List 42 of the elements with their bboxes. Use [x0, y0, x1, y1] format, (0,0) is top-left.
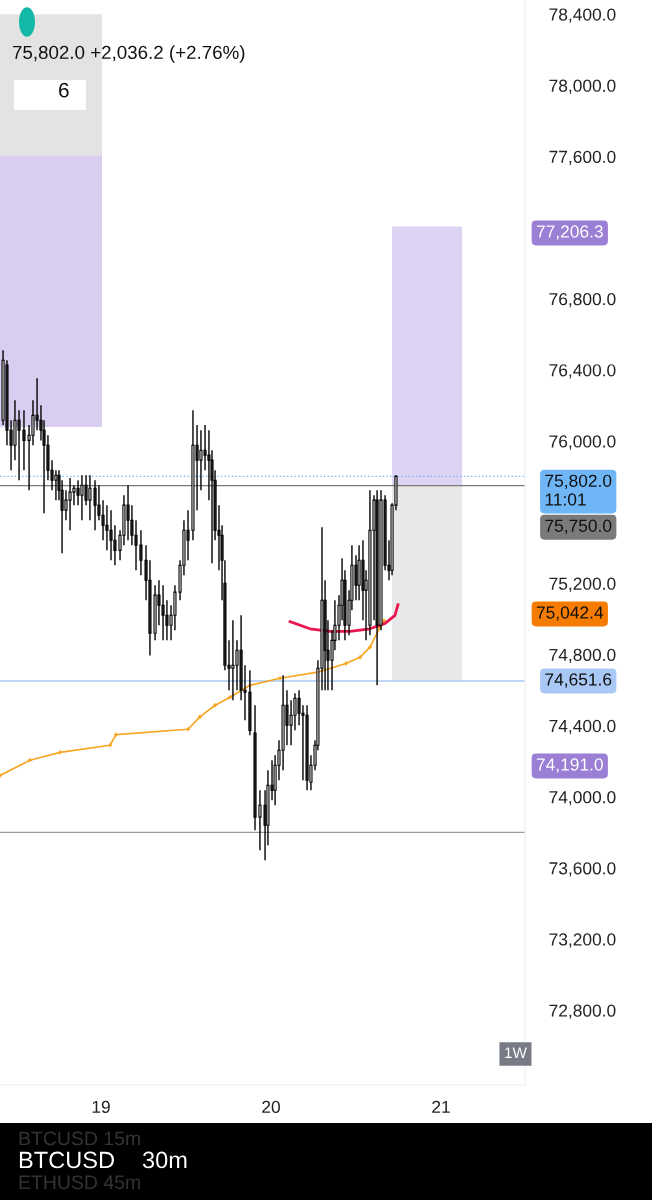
point	[367, 644, 373, 650]
candlestick	[80, 474, 84, 521]
point	[343, 660, 349, 667]
annotation: 6	[59, 82, 69, 98]
point	[197, 714, 203, 720]
candlestick	[109, 509, 113, 561]
candlestick	[76, 479, 80, 506]
bar	[392, 485, 463, 681]
text: 75,042.4	[536, 606, 604, 621]
ref-line-label: 75,802.0 11:01	[545, 474, 612, 506]
bar	[392, 226, 463, 486]
candlestick	[54, 469, 58, 501]
y-tick-label: 78,400.0	[549, 8, 616, 23]
y-tick-label: 74,000.0	[549, 791, 616, 806]
text: 30m	[142, 1151, 187, 1169]
y-tick-label: 74,800.0	[549, 648, 616, 664]
y-tick-label: 73,600.0	[549, 862, 616, 877]
text: 74,191.0	[536, 758, 603, 773]
y-tick-label: 74,400.0	[549, 719, 616, 735]
text: 75,802.0 +2,036.2 (+2.76%)	[12, 45, 245, 63]
candlestick	[231, 619, 235, 701]
text: 77,206.3	[536, 225, 603, 240]
bar	[0, 155, 103, 427]
candlestick	[161, 584, 165, 642]
y-tick-label: 72,800.0	[549, 1004, 616, 1019]
x-tick-label: 19	[92, 1100, 110, 1114]
x-tick-label: 20	[262, 1100, 280, 1114]
y-tick-label: 76,000.0	[549, 435, 616, 450]
y-tick-label: 78,000.0	[549, 79, 616, 94]
candlestick	[68, 477, 72, 531]
text: BTCUSD	[19, 1151, 114, 1169]
y-tick-label: 76,800.0	[549, 292, 616, 308]
ref-line-label: 75,750.0	[545, 519, 612, 534]
annotation: 1W	[505, 1047, 527, 1058]
candlestick	[199, 429, 203, 491]
x-tick-label: 21	[432, 1100, 450, 1113]
y-tick-label: 77,600.0	[549, 150, 616, 166]
y-tick-label: 76,400.0	[549, 364, 616, 379]
candlestick	[126, 484, 130, 541]
y-tick-label: 75,200.0	[549, 577, 616, 592]
ref-line-label: 74,651.6	[545, 673, 612, 688]
y-tick-label: 73,200.0	[549, 933, 616, 948]
